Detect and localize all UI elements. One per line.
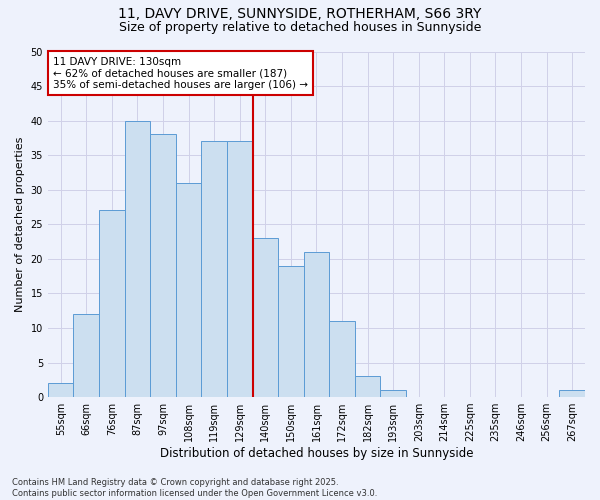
Y-axis label: Number of detached properties: Number of detached properties [15,136,25,312]
Bar [380,390,406,397]
Bar [253,238,278,397]
Bar [559,390,585,397]
Bar [278,266,304,397]
Text: 11, DAVY DRIVE, SUNNYSIDE, ROTHERHAM, S66 3RY: 11, DAVY DRIVE, SUNNYSIDE, ROTHERHAM, S6… [118,8,482,22]
Bar [125,120,150,397]
Bar [355,376,380,397]
Bar [48,384,73,397]
Bar [99,210,125,397]
Bar [202,142,227,397]
Bar [227,142,253,397]
Text: 11 DAVY DRIVE: 130sqm
← 62% of detached houses are smaller (187)
35% of semi-det: 11 DAVY DRIVE: 130sqm ← 62% of detached … [53,56,308,90]
Bar [329,321,355,397]
X-axis label: Distribution of detached houses by size in Sunnyside: Distribution of detached houses by size … [160,447,473,460]
Bar [73,314,99,397]
Text: Contains HM Land Registry data © Crown copyright and database right 2025.
Contai: Contains HM Land Registry data © Crown c… [12,478,377,498]
Bar [150,134,176,397]
Bar [304,252,329,397]
Text: Size of property relative to detached houses in Sunnyside: Size of property relative to detached ho… [119,21,481,34]
Bar [176,183,202,397]
